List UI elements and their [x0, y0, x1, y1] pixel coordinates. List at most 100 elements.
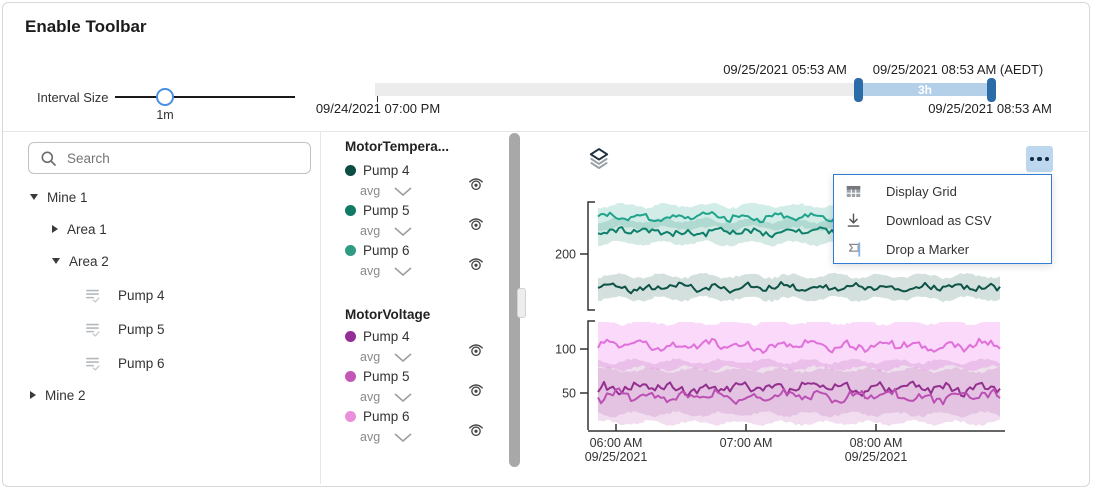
tree-item-label: Pump 5 [118, 321, 165, 337]
tree-item-pump-5[interactable]: Pump 5 [0, 318, 318, 340]
tree-item-label: Area 2 [69, 253, 109, 269]
menu-item-display-grid[interactable]: Display Grid [834, 177, 1051, 206]
selection-start-label: 09/25/2021 05:53 AM [723, 62, 847, 77]
visibility-eye-icon[interactable] [466, 420, 486, 440]
track-end-label: 09/25/2021 08:53 AM [928, 101, 1052, 116]
download-icon [847, 213, 860, 227]
time-slider-left-handle[interactable] [854, 78, 863, 102]
tree-item-pump-6[interactable]: Pump 6 [0, 352, 318, 374]
chevron-down-icon[interactable] [394, 186, 412, 196]
marker-flag-icon [848, 242, 861, 257]
tree-item-label: Mine 2 [45, 387, 86, 403]
interval-size-label: Interval Size [37, 90, 109, 105]
chevron-down-icon[interactable] [394, 266, 412, 276]
layers-icon[interactable] [585, 145, 613, 173]
interval-slider-value: 1m [156, 108, 174, 122]
panel-splitter-handle[interactable] [517, 288, 526, 318]
chevron-down-icon[interactable] [394, 226, 412, 236]
series-color-dot [345, 205, 356, 216]
svg-text:50: 50 [562, 387, 576, 401]
tree-item-mine-1[interactable]: Mine 1 [0, 186, 318, 208]
svg-text:200: 200 [555, 248, 576, 262]
series-name: Pump 4 [363, 329, 410, 344]
aggregation-dropdown[interactable]: avg [360, 184, 412, 198]
asset-list-icon [86, 323, 100, 337]
series-name: Pump 5 [363, 369, 410, 384]
search-icon [41, 151, 56, 166]
aggregation-dropdown[interactable]: avg [360, 430, 412, 444]
chevron-right-icon[interactable] [30, 391, 36, 399]
time-slider-selected-range[interactable]: 3h [858, 83, 992, 97]
horizontal-divider [3, 131, 1088, 132]
tree-item-label: Pump 4 [118, 287, 165, 303]
menu-item-label: Download as CSV [886, 213, 992, 228]
interval-slider-track[interactable] [115, 96, 295, 98]
legend-item: Pump 4 [345, 163, 410, 178]
tree-item-area-2[interactable]: Area 2 [0, 250, 318, 272]
legend-item: Pump 5 [345, 203, 410, 218]
aggregation-value: avg [360, 184, 381, 198]
aggregation-value: avg [360, 350, 381, 364]
search-box[interactable] [28, 142, 311, 174]
visibility-eye-icon[interactable] [466, 254, 486, 274]
aggregation-dropdown[interactable]: avg [360, 224, 412, 238]
aggregation-value: avg [360, 430, 381, 444]
tree-item-pump-4[interactable]: Pump 4 [0, 284, 318, 306]
svg-text:06:00 AM: 06:00 AM [590, 436, 643, 450]
asset-list-icon [86, 289, 100, 303]
aggregation-value: avg [360, 264, 381, 278]
vertical-divider [320, 132, 321, 484]
tree-item-label: Mine 1 [47, 189, 88, 205]
chart-context-menu: Display Grid Download as CSV Drop a Mark… [833, 174, 1052, 264]
chevron-right-icon[interactable] [52, 225, 58, 233]
series-color-dot [345, 245, 356, 256]
legend-group-title: MotorTempera... [345, 139, 450, 154]
aggregation-dropdown[interactable]: avg [360, 350, 412, 364]
more-options-button[interactable] [1026, 146, 1053, 172]
menu-item-download-csv[interactable]: Download as CSV [834, 206, 1051, 235]
svg-text:07:00 AM: 07:00 AM [720, 436, 773, 450]
grid-icon [846, 185, 861, 198]
visibility-eye-icon[interactable] [466, 214, 486, 234]
chevron-down-icon[interactable] [394, 432, 412, 442]
aggregation-dropdown[interactable]: avg [360, 390, 412, 404]
visibility-eye-icon[interactable] [466, 380, 486, 400]
series-name: Pump 5 [363, 203, 410, 218]
search-input[interactable] [65, 149, 289, 167]
time-slider-start-tick [377, 96, 378, 102]
tree-item-mine-2[interactable]: Mine 2 [0, 384, 318, 406]
chevron-down-icon[interactable] [30, 194, 38, 200]
legend-item: Pump 6 [345, 243, 410, 258]
time-slider-track[interactable] [375, 83, 995, 96]
menu-item-label: Display Grid [886, 184, 957, 199]
series-color-dot [345, 331, 356, 342]
svg-text:100: 100 [555, 343, 576, 357]
menu-item-label: Drop a Marker [886, 242, 970, 257]
visibility-eye-icon[interactable] [466, 340, 486, 360]
svg-text:08:00 AM: 08:00 AM [850, 436, 903, 450]
chevron-down-icon[interactable] [394, 392, 412, 402]
visibility-eye-icon[interactable] [466, 174, 486, 194]
selection-end-label: 09/25/2021 08:53 AM (AEDT) [872, 62, 1044, 77]
aggregation-dropdown[interactable]: avg [360, 264, 412, 278]
series-color-dot [345, 411, 356, 422]
svg-text:09/25/2021: 09/25/2021 [585, 450, 648, 464]
legend-item: Pump 4 [345, 329, 410, 344]
menu-item-drop-marker[interactable]: Drop a Marker [834, 235, 1051, 264]
chevron-down-icon[interactable] [394, 352, 412, 362]
series-color-dot [345, 165, 356, 176]
time-slider-right-handle[interactable] [987, 78, 996, 102]
tree-item-area-1[interactable]: Area 1 [0, 218, 318, 240]
aggregation-value: avg [360, 224, 381, 238]
svg-text:09/25/2021: 09/25/2021 [845, 450, 908, 464]
series-name: Pump 4 [363, 163, 410, 178]
interval-slider-handle[interactable] [156, 88, 174, 106]
legend-scrollbar[interactable] [509, 133, 520, 467]
tree-item-label: Area 1 [67, 221, 107, 237]
asset-list-icon [86, 357, 100, 371]
legend-item: Pump 6 [345, 409, 410, 424]
track-start-label: 09/24/2021 07:00 PM [315, 101, 441, 116]
aggregation-value: avg [360, 390, 381, 404]
page-title: Enable Toolbar [25, 17, 147, 36]
chevron-down-icon[interactable] [52, 258, 60, 264]
